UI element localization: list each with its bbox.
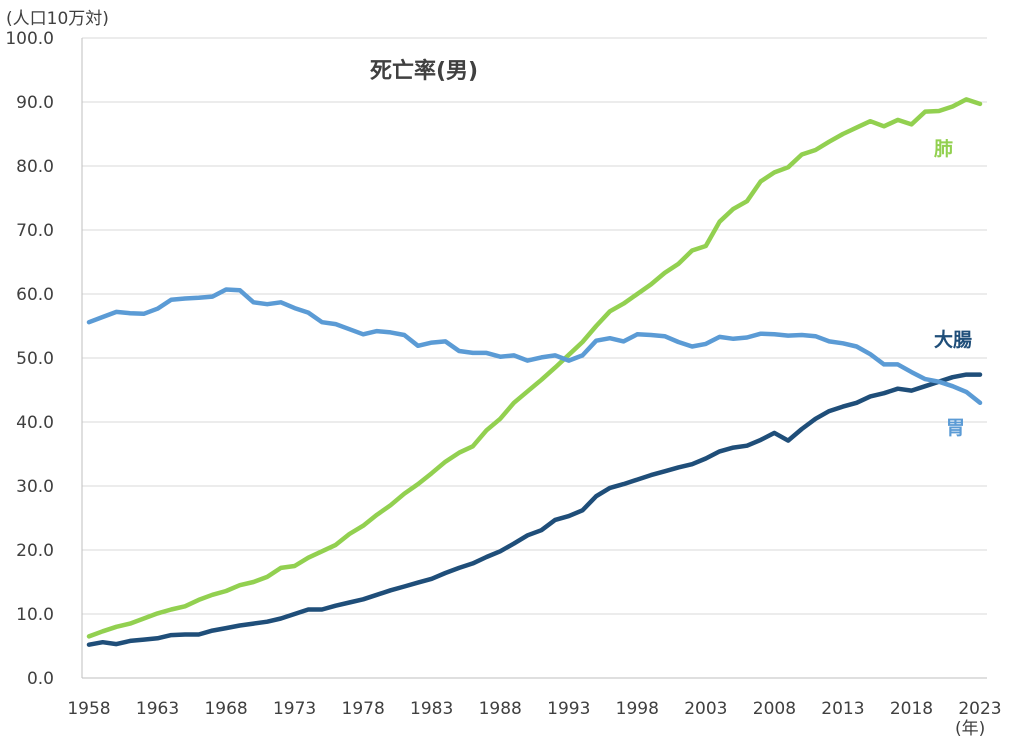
series-label-colon: 大腸 [934, 328, 972, 351]
y-tick-label: 0.0 [27, 669, 54, 689]
x-tick-label: 1998 [616, 699, 659, 719]
chart-title: 死亡率(男) [370, 58, 478, 84]
series-line-colon [86, 372, 983, 647]
x-tick-label: 1973 [273, 699, 316, 719]
x-tick-label: 2008 [753, 699, 796, 719]
x-tick-labels: 1958 1963 1968 1973 1978 1983 1988 1993 1998 2003… [67, 699, 1001, 719]
x-tick-label: 1958 [67, 699, 110, 719]
y-tick-label: 60.0 [16, 285, 54, 305]
y-tick-label: 40.0 [16, 413, 54, 433]
x-tick-label: 1968 [204, 699, 247, 719]
series-label-stomach: 胃 [946, 417, 965, 439]
x-tick-label: 1963 [136, 699, 179, 719]
x-tick-label: 1993 [547, 699, 590, 719]
series-label-lung: 肺 [934, 138, 953, 160]
series-line-lung [86, 97, 983, 639]
x-tick-label: 2013 [821, 699, 864, 719]
y-tick-label: 10.0 [16, 605, 54, 625]
y-tick-label: 80.0 [16, 157, 54, 177]
y-tick-label: 70.0 [16, 221, 54, 241]
x-unit-label: (年) [955, 719, 985, 739]
x-tick-label: 2018 [890, 699, 933, 719]
x-tick-label: 2003 [684, 699, 727, 719]
series-line-stomach [86, 287, 983, 406]
x-tick-label: 1988 [479, 699, 522, 719]
x-tick-label: 2023 [958, 699, 1001, 719]
y-tick-label: 100.0 [5, 29, 54, 49]
series-lines [86, 97, 983, 647]
x-tick-label: 1978 [342, 699, 385, 719]
y-tick-label: 20.0 [16, 541, 54, 561]
y-tick-label: 90.0 [16, 93, 54, 113]
y-tick-label: 30.0 [16, 477, 54, 497]
y-unit-label: (人口10万対) [6, 9, 109, 29]
y-tick-label: 50.0 [16, 349, 54, 369]
x-tick-label: 1983 [410, 699, 453, 719]
y-tick-labels: 0.0 10.0 20.0 30.0 40.0 50.0 60.0 70.0 80.0 90.0 1… [5, 29, 54, 689]
